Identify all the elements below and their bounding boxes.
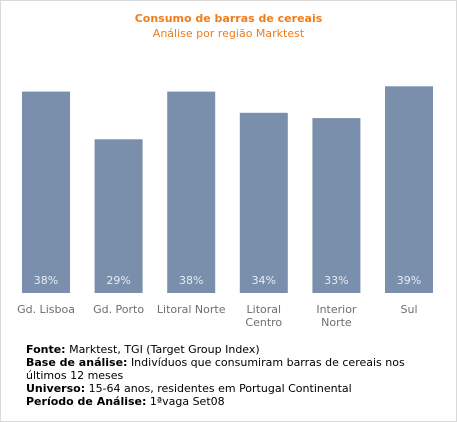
bar-value-label: 34% [252,274,276,287]
bar [22,91,70,293]
category-label: Centro [245,316,282,329]
bar-value-label: 38% [34,274,58,287]
chart-subtitle: Análise por região Marktest [152,27,305,40]
bar-value-label: 33% [324,274,348,287]
bar [312,118,361,293]
chart-notes: Fonte: Marktest, TGI (Target Group Index… [26,343,436,408]
bar [239,112,288,293]
category-label: Interior [316,303,357,316]
category-label: Litoral [247,303,282,316]
chart-title: Consumo de barras de cereais [134,12,323,25]
base-note: Base de análise: Indivíduos que consumir… [26,356,405,382]
category-label: Gd. Lisboa [17,303,75,316]
bar [167,91,216,293]
category-label: Gd. Porto [93,303,144,316]
bar-value-label: 39% [397,274,421,287]
source-note: Fonte: Marktest, TGI (Target Group Index… [26,343,260,356]
period-note: Período de Análise: 1ªvaga Set08 [26,395,225,408]
bar-value-label: 38% [179,274,203,287]
bar [94,139,143,293]
bar [385,86,433,293]
universe-note: Universo: 15-64 anos, residentes em Port… [26,382,352,395]
bar-chart: 38% Gd. Lisboa 29% Gd. Porto 38% Litoral Nort… [17,86,433,329]
bar-value-label: 29% [106,274,130,287]
category-label: Norte [321,316,352,329]
category-label: Sul [400,303,417,316]
category-label: Litoral Norte [157,303,226,316]
